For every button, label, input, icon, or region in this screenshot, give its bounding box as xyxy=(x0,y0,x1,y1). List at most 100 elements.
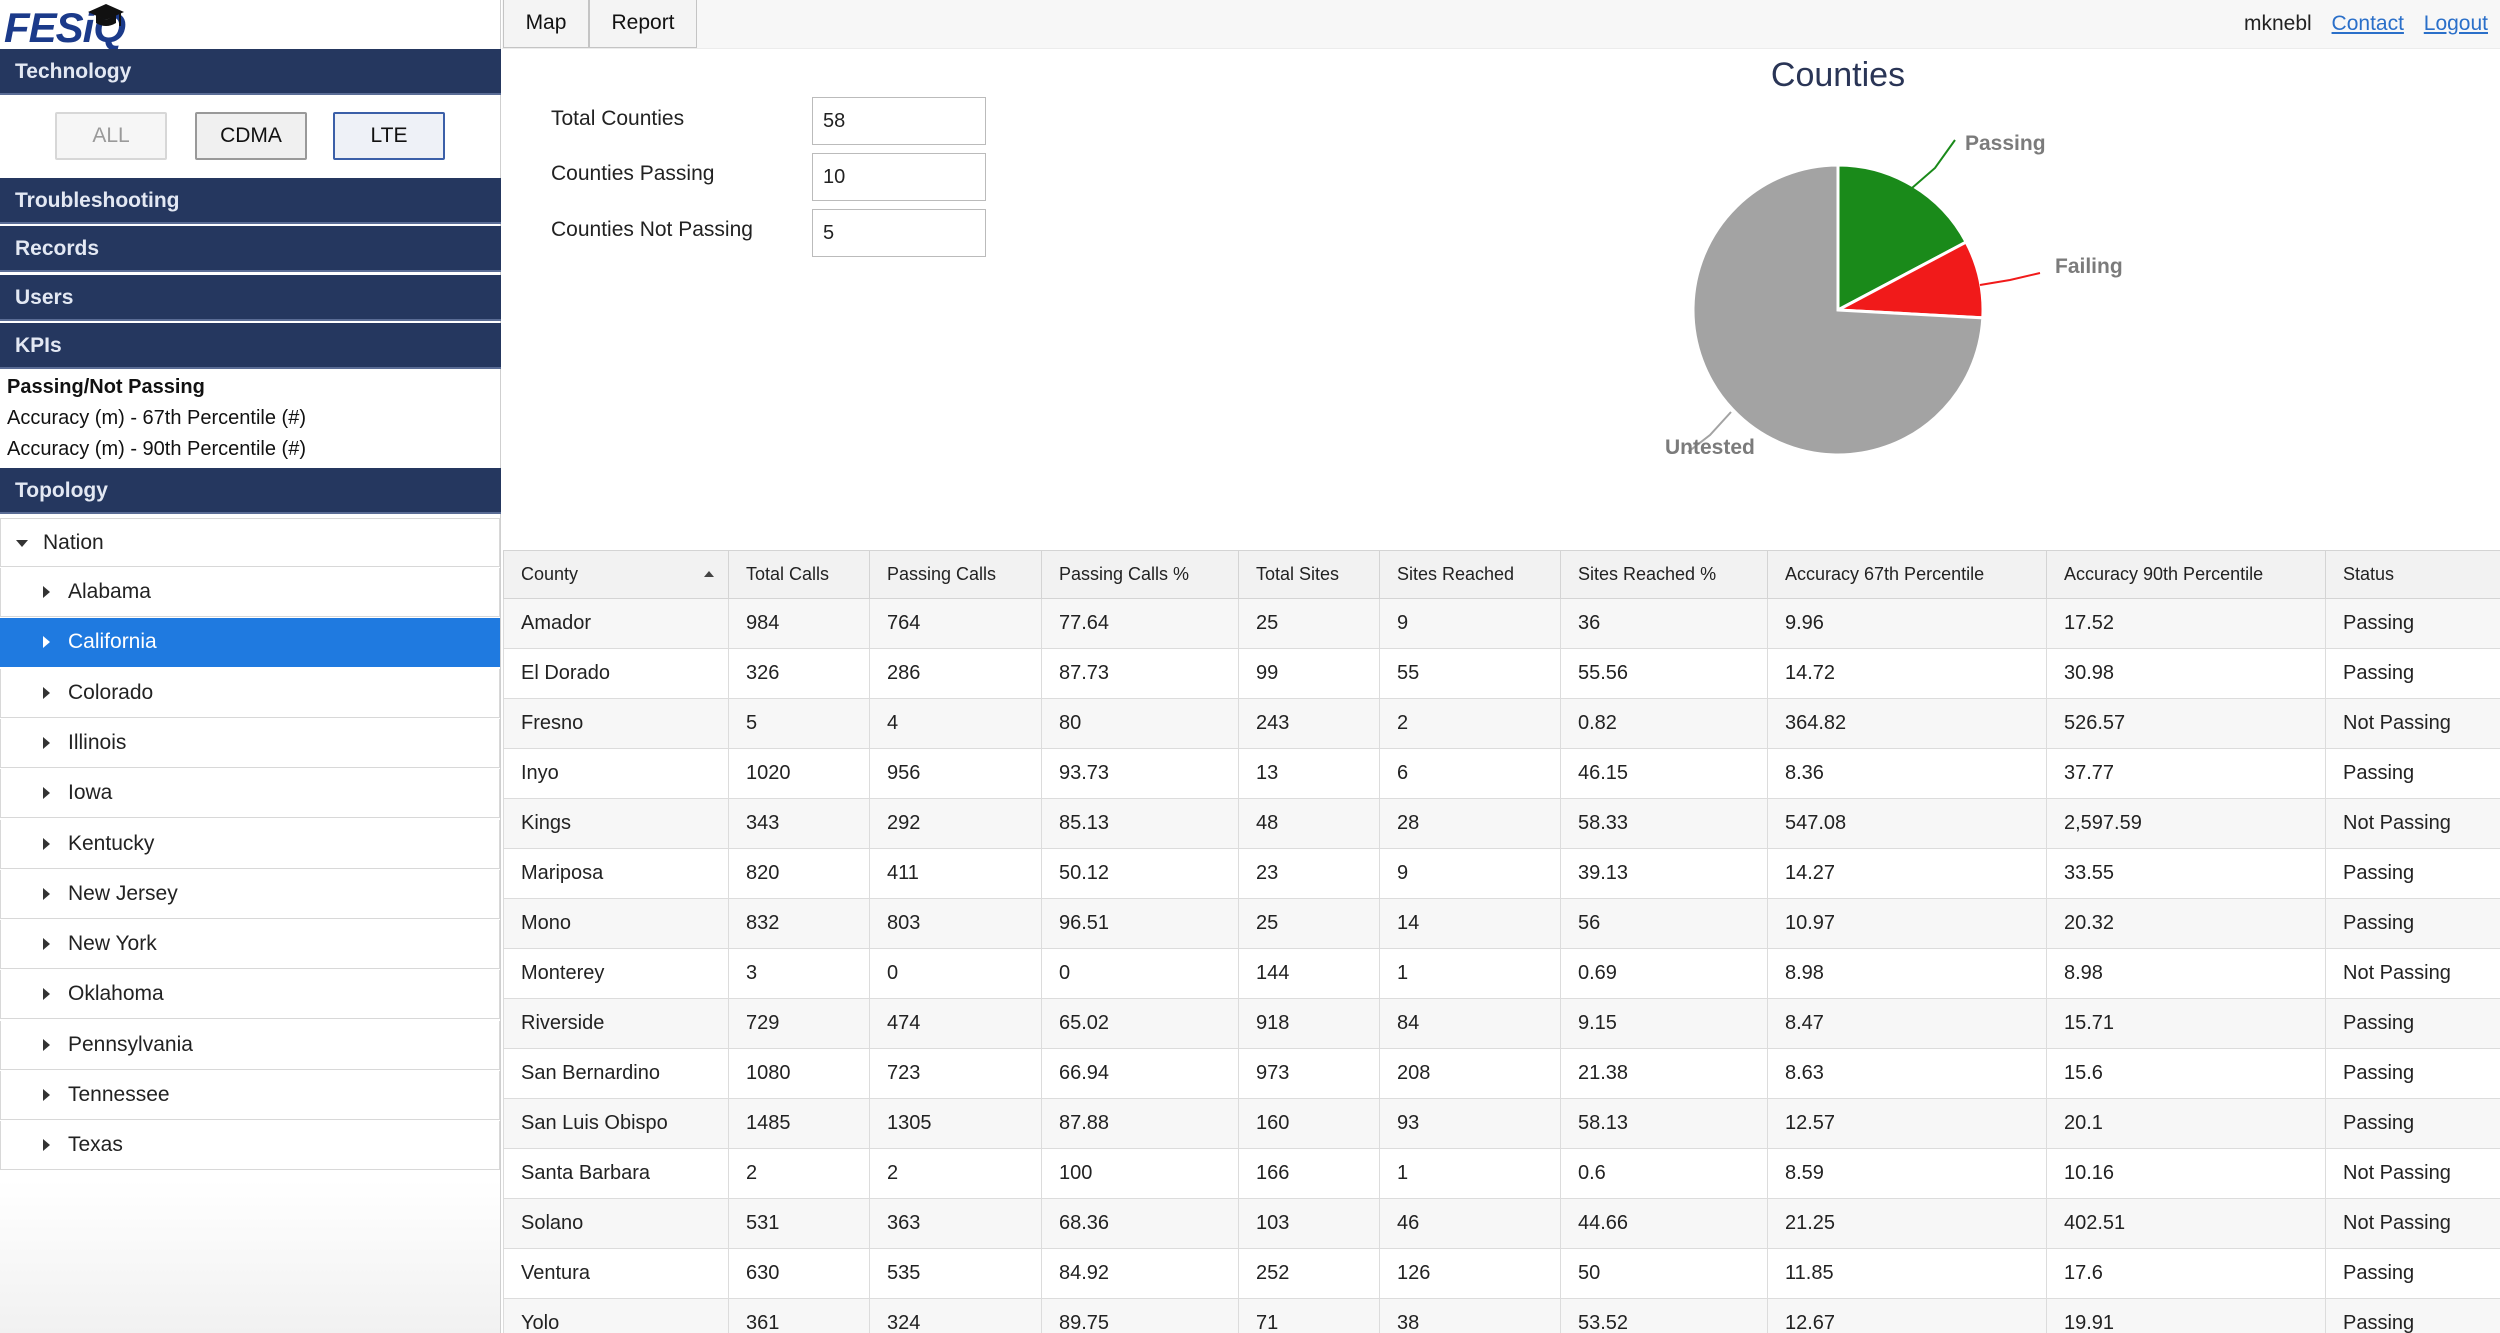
tech-cdma-button[interactable]: CDMA xyxy=(195,112,307,160)
table-row[interactable]: San Luis Obispo 1485 1305 87.88 160 93 58.13 12… xyxy=(503,1098,2500,1149)
fesiq-logo[interactable]: FESiQ xyxy=(4,2,134,51)
column-header-sites-reached-[interactable]: Sites Reached % xyxy=(1560,550,1768,599)
technology-header[interactable]: Technology xyxy=(0,49,501,95)
table-row[interactable]: Santa Barbara 2 2 100 166 1 0.6 8.59 10.16 Not Pa… xyxy=(503,1148,2500,1199)
chevron-right-icon[interactable] xyxy=(39,970,53,1018)
table-cell: 8.98 xyxy=(2046,948,2326,999)
column-header-accuracy-67th-percentile[interactable]: Accuracy 67th Percentile xyxy=(1767,550,2047,599)
chevron-right-icon[interactable] xyxy=(39,618,53,666)
chevron-right-icon[interactable] xyxy=(39,669,53,717)
column-header-passing-calls[interactable]: Passing Calls xyxy=(869,550,1042,599)
table-cell: 8.59 xyxy=(1767,1148,2047,1199)
column-header-total-calls[interactable]: Total Calls xyxy=(728,550,870,599)
topology-header[interactable]: Topology xyxy=(0,468,501,514)
tree-item-texas[interactable]: Texas xyxy=(0,1121,500,1171)
pie-slice-passing[interactable] xyxy=(1836,163,1969,313)
counties-passing-field[interactable]: 10 xyxy=(812,153,986,201)
table-cell: 0 xyxy=(869,948,1042,999)
tree-item-california[interactable]: California xyxy=(0,618,500,668)
kpi-passing-not-passing[interactable]: Passing/Not Passing xyxy=(7,376,205,398)
sidebar: FESiQ Technology ALL CDMA LTE Troublesho… xyxy=(0,0,501,1333)
chevron-right-icon[interactable] xyxy=(39,1021,53,1069)
table-cell: 402.51 xyxy=(2046,1198,2326,1249)
tree-item-new-jersey[interactable]: New Jersey xyxy=(0,869,500,919)
tree-item-nation[interactable]: Nation xyxy=(0,518,500,567)
table-cell: Not Passing xyxy=(2325,1198,2500,1249)
table-row[interactable]: Solano 531 363 68.36 103 46 44.66 21.25 402.51 No… xyxy=(503,1198,2500,1249)
column-header-accuracy-90th-percentile[interactable]: Accuracy 90th Percentile xyxy=(2046,550,2326,599)
table-cell: Passing xyxy=(2325,1248,2500,1299)
users-header[interactable]: Users xyxy=(0,275,501,321)
tree-item-oklahoma[interactable]: Oklahoma xyxy=(0,970,500,1020)
table-row[interactable]: Yolo 361 324 89.75 71 38 53.52 12.67 19.91 Passin… xyxy=(503,1298,2500,1333)
pie-label-failing: Failing xyxy=(2055,255,2123,278)
counties-not-passing-field[interactable]: 5 xyxy=(812,209,986,257)
table-cell: 55.56 xyxy=(1560,648,1768,699)
table-cell: Passing xyxy=(2325,898,2500,949)
column-header-label: Total Calls xyxy=(746,564,830,584)
column-header-label: Total Sites xyxy=(1256,564,1340,584)
tree-item-tennessee[interactable]: Tennessee xyxy=(0,1071,500,1120)
column-header-sites-reached[interactable]: Sites Reached xyxy=(1379,550,1561,599)
records-header[interactable]: Records xyxy=(0,226,501,272)
table-row[interactable]: Amador 984 764 77.64 25 9 36 9.96 17.52 Passing xyxy=(503,598,2500,649)
column-header-label: Status xyxy=(2343,564,2395,584)
troubleshooting-header[interactable]: Troubleshooting xyxy=(0,178,501,224)
chevron-down-icon[interactable] xyxy=(15,519,29,567)
tree-item-iowa[interactable]: Iowa xyxy=(0,769,500,819)
table-cell: 96.51 xyxy=(1041,898,1239,949)
table-cell: Mono xyxy=(503,898,729,949)
table-cell: San Luis Obispo xyxy=(503,1098,729,1149)
tech-all-button[interactable]: ALL xyxy=(55,112,167,160)
tab-report[interactable]: Report xyxy=(589,0,697,48)
table-row[interactable]: Fresno 5 4 80 243 2 0.82 364.82 526.57 Not Passin… xyxy=(503,698,2500,749)
kpis-header[interactable]: KPIs xyxy=(0,323,501,369)
chevron-right-icon[interactable] xyxy=(39,568,53,616)
column-header-passing-calls-[interactable]: Passing Calls % xyxy=(1041,550,1239,599)
chevron-right-icon[interactable] xyxy=(39,920,53,968)
table-cell: Passing xyxy=(2325,598,2500,649)
table-cell: 820 xyxy=(728,848,870,899)
table-row[interactable]: Monterey 3 0 0 144 1 0.69 8.98 8.98 Not Passing xyxy=(503,948,2500,999)
table-row[interactable]: Ventura 630 535 84.92 252 126 50 11.85 17.6 Passi… xyxy=(503,1248,2500,1299)
kpi-accuracy-67th[interactable]: Accuracy (m) - 67th Percentile (#) xyxy=(7,407,306,429)
pie-label-connector xyxy=(1979,272,2041,286)
kpi-accuracy-90th[interactable]: Accuracy (m) - 90th Percentile (#) xyxy=(7,438,306,460)
chevron-right-icon[interactable] xyxy=(39,769,53,817)
total-counties-field[interactable]: 58 xyxy=(812,97,986,145)
tech-lte-button[interactable]: LTE xyxy=(333,112,445,160)
tree-item-new-york[interactable]: New York xyxy=(0,920,500,970)
column-header-county[interactable]: County xyxy=(503,550,729,599)
chevron-right-icon[interactable] xyxy=(39,870,53,918)
table-row[interactable]: El Dorado 326 286 87.73 99 55 55.56 14.72 30.98 P… xyxy=(503,648,2500,699)
table-row[interactable]: Kings 343 292 85.13 48 28 58.33 547.08 2,597.59 N… xyxy=(503,798,2500,849)
pie-slice-untested[interactable] xyxy=(1691,163,1985,457)
tree-item-alabama[interactable]: Alabama xyxy=(0,568,500,617)
table-row[interactable]: Mariposa 820 411 50.12 23 9 39.13 14.27 33.55 Pas… xyxy=(503,848,2500,899)
table-cell: Santa Barbara xyxy=(503,1148,729,1199)
table-cell: Mariposa xyxy=(503,848,729,899)
tab-map[interactable]: Map xyxy=(503,0,589,48)
table-cell: 1 xyxy=(1379,948,1561,999)
table-row[interactable]: San Bernardino 1080 723 66.94 973 208 21.38 8.6… xyxy=(503,1048,2500,1099)
chevron-right-icon[interactable] xyxy=(39,1071,53,1119)
table-row[interactable]: Riverside 729 474 65.02 918 84 9.15 8.47 15.71 Pa… xyxy=(503,998,2500,1049)
tree-item-kentucky[interactable]: Kentucky xyxy=(0,819,500,869)
table-cell: 547.08 xyxy=(1767,798,2047,849)
tree-item-colorado[interactable]: Colorado xyxy=(0,668,500,718)
chevron-right-icon[interactable] xyxy=(39,719,53,767)
column-header-status[interactable]: Status xyxy=(2325,550,2500,599)
chevron-right-icon[interactable] xyxy=(39,1121,53,1169)
table-cell: 48 xyxy=(1238,798,1380,849)
table-cell: 8.63 xyxy=(1767,1048,2047,1099)
chevron-right-icon[interactable] xyxy=(39,820,53,868)
tree-item-pennsylvania[interactable]: Pennsylvania xyxy=(0,1020,500,1070)
tree-item-illinois[interactable]: Illinois xyxy=(0,718,500,768)
pie-label-passing: Passing xyxy=(1965,132,2046,155)
logout-link[interactable]: Logout xyxy=(2423,12,2488,35)
column-header-total-sites[interactable]: Total Sites xyxy=(1238,550,1380,599)
contact-link[interactable]: Contact xyxy=(2331,12,2404,35)
table-row[interactable]: Inyo 1020 956 93.73 13 6 46.15 8.36 37.77 Passing xyxy=(503,748,2500,799)
sort-ascending-icon[interactable] xyxy=(704,571,714,577)
table-row[interactable]: Mono 832 803 96.51 25 14 56 10.97 20.32 Passing xyxy=(503,898,2500,949)
